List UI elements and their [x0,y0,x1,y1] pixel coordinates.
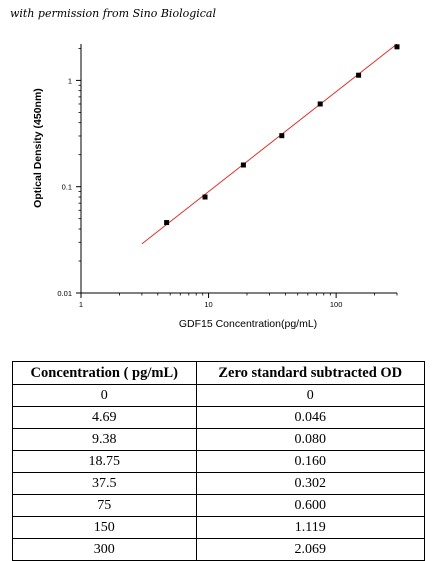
fit-line [141,43,398,245]
table-header-row: Concentration ( pg/mL) Zero standard sub… [12,361,425,385]
data-points [164,44,400,226]
od-cell: 0.046 [195,406,425,429]
concentration-header: Concentration ( pg/mL) [12,361,197,385]
table-row: 75 0.600 [12,494,425,517]
standard-curve-chart: 1 10 100 0.01 0.1 1 GDF15 Concentration(pg/mL… [32,43,400,330]
y-tick-label: 1 [68,76,72,85]
standards-table: Concentration ( pg/mL) Zero standard sub… [12,361,425,561]
fit-line-group [141,43,398,245]
od-cell: 0 [195,384,425,407]
concentration-cell: 300 [12,538,197,561]
x-tick-label: 1 [79,300,83,309]
od-cell: 1.119 [195,516,425,539]
table-row: 18.75 0.160 [12,450,425,473]
table-row: 4.69 0.046 [12,406,425,429]
concentration-cell: 75 [12,494,197,517]
od-cell: 0.302 [195,472,425,495]
data-point [202,194,208,200]
table-row: 300 2.069 [12,538,425,561]
data-point [240,162,246,168]
concentration-cell: 18.75 [12,450,197,473]
y-axis-label: Optical Density (450nm) [32,88,44,208]
concentration-cell: 150 [12,516,197,539]
table-body: 0 0 4.69 0.046 9.38 0.080 18.75 0.160 37.5 0.302 7… [12,384,425,561]
table-row: 150 1.119 [12,516,425,539]
od-cell: 0.160 [195,450,425,473]
x-axis-label: GDF15 Concentration(pg/mL) [179,318,317,330]
od-cell: 0.600 [195,494,425,517]
data-point [317,101,323,107]
data-point [164,220,170,226]
od-cell: 2.069 [195,538,425,561]
x-tick-label: 100 [330,300,343,309]
data-point [356,72,362,78]
y-tick-label: 0.1 [62,183,72,192]
data-point [279,133,285,139]
od-cell: 0.080 [195,428,425,451]
table-row: 9.38 0.080 [12,428,425,451]
chart-ticks: 1 10 100 0.01 0.1 1 [57,48,398,309]
y-tick-label: 0.01 [57,289,72,298]
x-tick-label: 10 [204,300,212,309]
concentration-cell: 37.5 [12,472,197,495]
data-point [394,44,400,50]
od-header: Zero standard subtracted OD [195,361,425,385]
concentration-cell: 9.38 [12,428,197,451]
concentration-cell: 0 [12,384,197,407]
table-row: 37.5 0.302 [12,472,425,495]
concentration-cell: 4.69 [12,406,197,429]
credit-note: with permission from Sino Biological [10,7,217,20]
